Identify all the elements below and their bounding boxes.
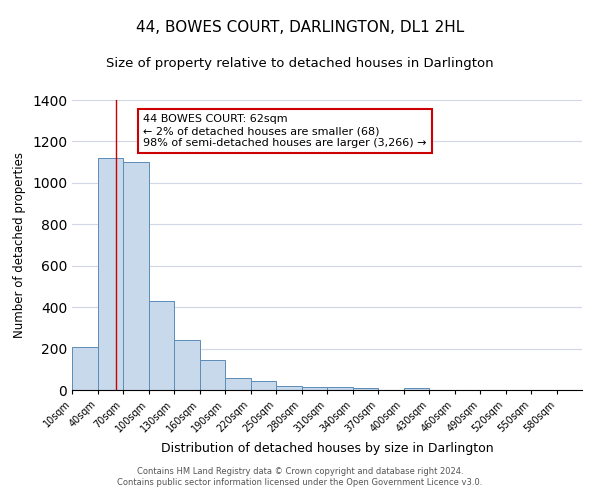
Text: 44, BOWES COURT, DARLINGTON, DL1 2HL: 44, BOWES COURT, DARLINGTON, DL1 2HL: [136, 20, 464, 35]
Bar: [199, 360, 225, 390]
Bar: [174, 340, 199, 390]
Bar: [123, 162, 149, 390]
Text: Contains public sector information licensed under the Open Government Licence v3: Contains public sector information licen…: [118, 478, 482, 487]
Bar: [327, 387, 353, 390]
Text: 44 BOWES COURT: 62sqm
← 2% of detached houses are smaller (68)
98% of semi-detac: 44 BOWES COURT: 62sqm ← 2% of detached h…: [143, 114, 427, 148]
Text: Contains HM Land Registry data © Crown copyright and database right 2024.: Contains HM Land Registry data © Crown c…: [137, 467, 463, 476]
Bar: [404, 388, 429, 390]
Text: Size of property relative to detached houses in Darlington: Size of property relative to detached ho…: [106, 58, 494, 70]
X-axis label: Distribution of detached houses by size in Darlington: Distribution of detached houses by size …: [161, 442, 493, 456]
Y-axis label: Number of detached properties: Number of detached properties: [13, 152, 26, 338]
Bar: [149, 301, 174, 390]
Bar: [353, 388, 378, 390]
Bar: [276, 386, 302, 390]
Bar: [225, 378, 251, 390]
Bar: [72, 346, 97, 390]
Bar: [302, 387, 327, 390]
Bar: [97, 158, 123, 390]
Bar: [251, 380, 276, 390]
